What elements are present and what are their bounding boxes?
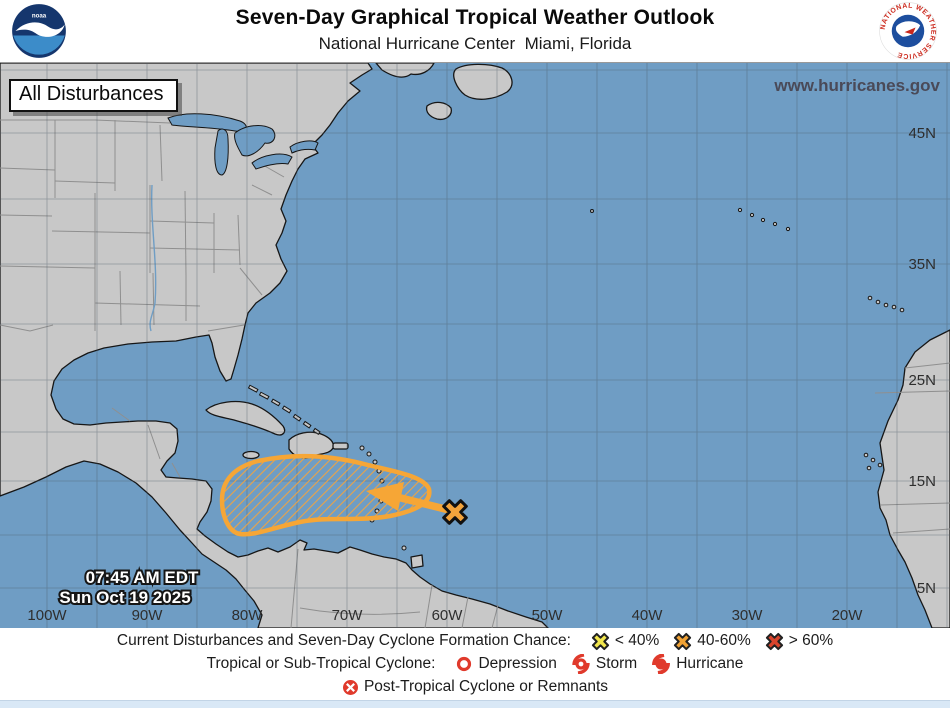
- yellow-x-icon: [591, 632, 610, 651]
- tropical-outlook-map: www.hurricanes.gov 45N 35N 25N 15N 5N 10…: [0, 63, 950, 628]
- islands-bahamas: [247, 384, 321, 436]
- island-trinidad: [410, 554, 424, 569]
- disturbance-x-marker[interactable]: [438, 495, 472, 529]
- noaa-logo-icon: noaa: [12, 4, 66, 58]
- svg-text:15N: 15N: [908, 473, 936, 490]
- svg-text:40W: 40W: [632, 607, 664, 624]
- landmass-africa: [877, 329, 950, 628]
- svg-text:07:45 AM EDT: 07:45 AM EDT: [86, 568, 199, 587]
- svg-text:35N: 35N: [908, 256, 936, 273]
- header: noaa Seven-Day Graphical Tropical Weathe…: [0, 0, 950, 63]
- depression-label: Depression: [478, 655, 557, 672]
- noaa-logo-text: noaa: [32, 13, 47, 20]
- islands-azores: [737, 207, 791, 232]
- latlon-grid: [0, 63, 950, 628]
- island-jamaica: [242, 450, 260, 460]
- island-cuba: [205, 400, 286, 436]
- svg-text:5N: 5N: [917, 580, 936, 597]
- legend-line3: Post-Tropical Cyclone or Remnants: [0, 676, 950, 698]
- legend: Current Disturbances and Seven-Day Cyclo…: [0, 628, 950, 700]
- chance-high-label: > 60%: [788, 632, 834, 649]
- chance-low-label: < 40%: [614, 632, 660, 649]
- island-nova-scotia: [425, 101, 452, 121]
- storm-spiral-icon: [571, 654, 591, 674]
- island-puerto-rico: [332, 442, 349, 450]
- depression-circle-icon: [455, 655, 473, 673]
- landmass-quebec: [375, 63, 435, 78]
- legend-line1: Current Disturbances and Seven-Day Cyclo…: [0, 630, 950, 652]
- island-newfoundland: [453, 63, 513, 100]
- svg-text:80W: 80W: [232, 607, 264, 624]
- lon-labels: 100W 90W 80W 70W 60W 50W 40W 30W 20W: [27, 607, 863, 624]
- post-tropical-label: Post-Tropical Cyclone or Remnants: [363, 678, 609, 695]
- svg-text:30W: 30W: [732, 607, 764, 624]
- svg-text:25N: 25N: [908, 372, 936, 389]
- legend-line1-label: Current Disturbances and Seven-Day Cyclo…: [116, 632, 571, 649]
- storm-label: Storm: [595, 655, 638, 672]
- lat-labels: 45N 35N 25N 15N 5N: [908, 125, 936, 597]
- hurricane-symbol-icon: [651, 654, 671, 674]
- page-title: Seven-Day Graphical Tropical Weather Out…: [235, 6, 715, 29]
- hurricane-label: Hurricane: [676, 655, 744, 672]
- orange-x-icon: [673, 632, 692, 651]
- timestamp: 07:45 AM EDT Sun Oct 19 2025: [57, 566, 201, 609]
- political-borders: [0, 119, 950, 628]
- all-disturbances-label: All Disturbances: [9, 79, 178, 112]
- svg-text:100W: 100W: [27, 607, 67, 624]
- svg-text:50W: 50W: [532, 607, 564, 624]
- islands-canary: [867, 295, 905, 313]
- svg-text:45N: 45N: [908, 125, 936, 142]
- bottom-strip: [0, 700, 950, 708]
- svg-text:60W: 60W: [432, 607, 464, 624]
- landmass-americas: [0, 63, 950, 628]
- svg-text:90W: 90W: [132, 607, 164, 624]
- post-tropical-circle-x-icon: [342, 679, 359, 696]
- motion-arrow: [366, 482, 453, 514]
- svg-text:70W: 70W: [332, 607, 364, 624]
- legend-line2: Tropical or Sub-Tropical Cyclone: Depres…: [0, 653, 950, 675]
- legend-line2-label: Tropical or Sub-Tropical Cyclone:: [206, 655, 436, 672]
- site-url[interactable]: www.hurricanes.gov: [773, 76, 940, 95]
- red-x-icon: [765, 632, 784, 651]
- islands-cape-verde: [863, 452, 883, 471]
- great-lakes: [167, 113, 319, 176]
- chance-med-label: 40-60%: [697, 632, 751, 649]
- island-bermuda: [590, 209, 594, 213]
- page-subtitle: National Hurricane Center Miami, Florida: [318, 34, 632, 53]
- nws-logo-icon: NATIONAL WEATHER SERVICE: [879, 2, 937, 60]
- mississippi-river: [149, 184, 157, 332]
- svg-text:20W: 20W: [832, 607, 864, 624]
- svg-text:Sun Oct 19 2025: Sun Oct 19 2025: [59, 588, 190, 607]
